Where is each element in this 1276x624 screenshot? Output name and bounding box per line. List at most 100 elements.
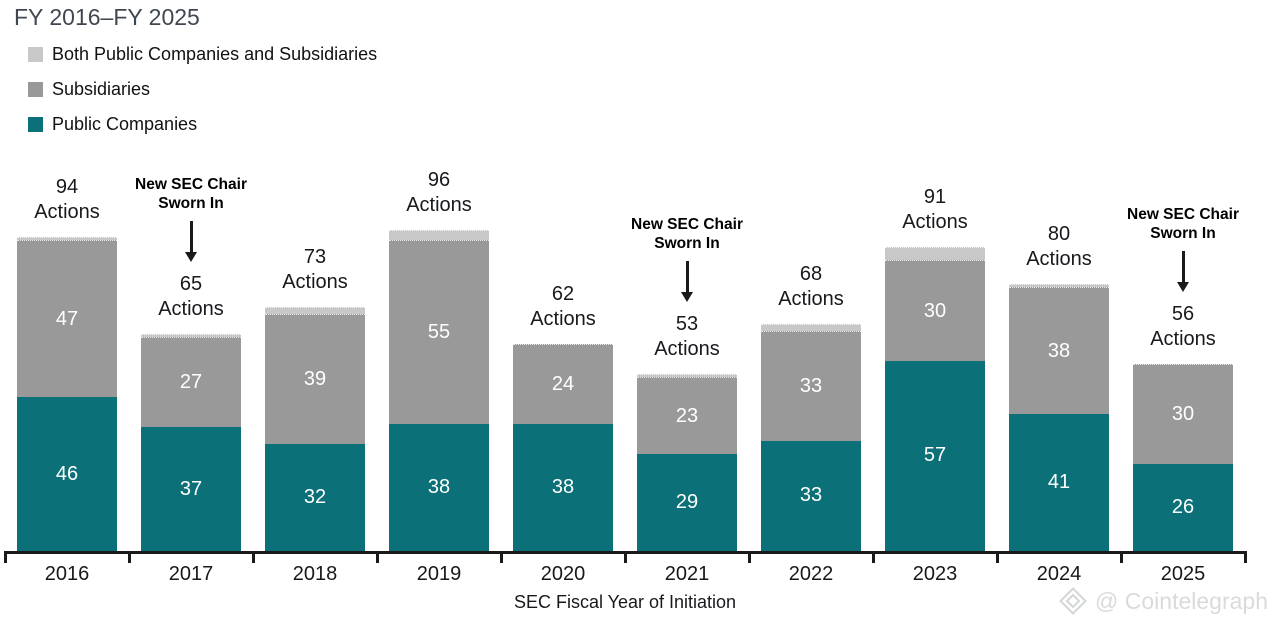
x-axis-tick bbox=[1243, 551, 1247, 563]
legend: Both Public Companies and Subsidiaries S… bbox=[28, 44, 377, 135]
segment-value-label: 29 bbox=[675, 491, 699, 514]
segment-value-label: 32 bbox=[303, 486, 327, 509]
bar-2022-segment-subsidiaries: 33 bbox=[761, 330, 861, 441]
bar-2023-segment-public-companies: 57 bbox=[885, 360, 985, 551]
annotation-arrow-line bbox=[685, 260, 689, 292]
bar-2019-segment-public-companies: 38 bbox=[389, 424, 489, 551]
total-value: 53 bbox=[675, 312, 699, 335]
annotation-line: Sworn In bbox=[158, 195, 224, 213]
segment-value-label: 46 bbox=[55, 462, 79, 485]
total-value: 73 bbox=[303, 246, 327, 269]
bar-2016-segment-public-companies: 46 bbox=[17, 397, 117, 551]
chart-title: FY 2016–FY 2025 bbox=[14, 4, 200, 30]
bar-2024-segment-both-public-companies-and-subsidiaries bbox=[1009, 283, 1109, 288]
x-tick-label-2023: 2023 bbox=[912, 563, 958, 585]
annotation-arrow-head bbox=[1177, 281, 1189, 292]
bar-2017-segment-both-public-companies-and-subsidiaries bbox=[141, 333, 241, 338]
segment-value-label: 57 bbox=[923, 444, 947, 467]
bar-2020-segment-public-companies: 38 bbox=[513, 424, 613, 551]
segment-value-label: 41 bbox=[1047, 471, 1071, 494]
total-label-2020: 62 Actions bbox=[503, 282, 623, 332]
legend-item-subsidiaries: Subsidiaries bbox=[28, 79, 377, 100]
x-axis-tick bbox=[251, 551, 255, 563]
total-value: 94 bbox=[55, 176, 79, 199]
x-axis-tick bbox=[871, 551, 875, 563]
total-value: 91 bbox=[923, 186, 947, 209]
segment-value-label: 23 bbox=[675, 404, 699, 427]
bar-2025-segment-public-companies: 26 bbox=[1133, 464, 1233, 551]
total-value: 80 bbox=[1047, 222, 1071, 245]
bar-2018-segment-subsidiaries: 39 bbox=[265, 313, 365, 445]
annotation-text-2021: New SEC Chair Sworn In bbox=[602, 215, 772, 254]
segment-value-label: 26 bbox=[1171, 496, 1195, 519]
bar-2018-segment-public-companies: 32 bbox=[265, 444, 365, 551]
total-word: Actions bbox=[1150, 327, 1216, 350]
segment-value-label: 38 bbox=[427, 476, 451, 499]
legend-item-both-public-companies-and-subsidiaries: Both Public Companies and Subsidiaries bbox=[28, 44, 377, 65]
watermark-text: @ Cointelegraph bbox=[1095, 587, 1268, 614]
segment-value-label: 55 bbox=[427, 321, 451, 344]
x-axis-tick bbox=[995, 551, 999, 563]
segment-value-label: 37 bbox=[179, 477, 203, 500]
annotation-arrow-2017 bbox=[184, 220, 198, 262]
bar-2024-segment-public-companies: 41 bbox=[1009, 414, 1109, 551]
annotation-line: New SEC Chair bbox=[631, 215, 743, 233]
bar-2021-segment-subsidiaries: 23 bbox=[637, 377, 737, 455]
x-axis-tick bbox=[127, 551, 131, 563]
x-tick-label-2019: 2019 bbox=[416, 563, 462, 585]
annotation-arrow-head bbox=[681, 291, 693, 302]
annotation-line: New SEC Chair bbox=[1127, 205, 1239, 223]
segment-value-label: 30 bbox=[1171, 403, 1195, 426]
x-axis-tick bbox=[375, 551, 379, 563]
total-value: 56 bbox=[1171, 302, 1195, 325]
bar-2025-segment-subsidiaries: 30 bbox=[1133, 363, 1233, 465]
x-axis-tick bbox=[747, 551, 751, 563]
bar-2020-segment-subsidiaries: 24 bbox=[513, 343, 613, 425]
segment-value-label: 33 bbox=[799, 374, 823, 397]
x-tick-label-2020: 2020 bbox=[540, 563, 586, 585]
x-axis-tick bbox=[499, 551, 503, 563]
total-word: Actions bbox=[654, 337, 720, 360]
legend-label: Subsidiaries bbox=[52, 79, 151, 99]
annotation-text-2025: New SEC Chair Sworn In bbox=[1098, 205, 1268, 244]
annotation-arrow-2021 bbox=[680, 260, 694, 302]
segment-value-label: 47 bbox=[55, 307, 79, 330]
segment-value-label: 33 bbox=[799, 484, 823, 507]
bar-2019-segment-both-public-companies-and-subsidiaries bbox=[389, 230, 489, 241]
legend-swatch-both-icon bbox=[28, 47, 43, 62]
x-axis-title: SEC Fiscal Year of Initiation bbox=[513, 592, 737, 612]
bar-2016-segment-subsidiaries: 47 bbox=[17, 240, 117, 398]
total-label-2024: 80 Actions bbox=[999, 222, 1119, 272]
total-word: Actions bbox=[778, 287, 844, 310]
bar-2017-segment-public-companies: 37 bbox=[141, 427, 241, 551]
x-tick-label-2017: 2017 bbox=[168, 563, 214, 585]
annotation-arrow-line bbox=[189, 220, 193, 252]
total-label-2018: 73 Actions bbox=[255, 245, 375, 295]
bar-2023-segment-both-public-companies-and-subsidiaries bbox=[885, 247, 985, 261]
x-tick-label-2024: 2024 bbox=[1036, 563, 1082, 585]
bar-2016-segment-both-public-companies-and-subsidiaries bbox=[17, 237, 117, 241]
total-label-2022: 68 Actions bbox=[751, 262, 871, 312]
total-value: 62 bbox=[551, 282, 575, 305]
total-word: Actions bbox=[282, 271, 348, 294]
total-word: Actions bbox=[34, 201, 100, 224]
total-value: 96 bbox=[427, 169, 451, 192]
x-tick-label-2022: 2022 bbox=[788, 563, 834, 585]
total-value: 65 bbox=[179, 272, 203, 295]
bar-2021-segment-public-companies: 29 bbox=[637, 454, 737, 551]
bar-2023-segment-subsidiaries: 30 bbox=[885, 260, 985, 361]
annotation-text-2017: New SEC Chair Sworn In bbox=[106, 175, 276, 214]
bar-2018-segment-both-public-companies-and-subsidiaries bbox=[265, 307, 365, 314]
x-axis-tick bbox=[623, 551, 627, 563]
legend-label: Both Public Companies and Subsidiaries bbox=[52, 44, 378, 64]
bar-2024-segment-subsidiaries: 38 bbox=[1009, 287, 1109, 415]
x-tick-label-2016: 2016 bbox=[44, 563, 90, 585]
x-tick-label-2021: 2021 bbox=[664, 563, 710, 585]
total-word: Actions bbox=[406, 194, 472, 217]
legend-item-public-companies: Public Companies bbox=[28, 114, 377, 135]
total-label-2017: 65 Actions bbox=[131, 272, 251, 322]
annotation-line: New SEC Chair bbox=[135, 175, 247, 193]
annotation-arrow-line bbox=[1181, 250, 1185, 282]
